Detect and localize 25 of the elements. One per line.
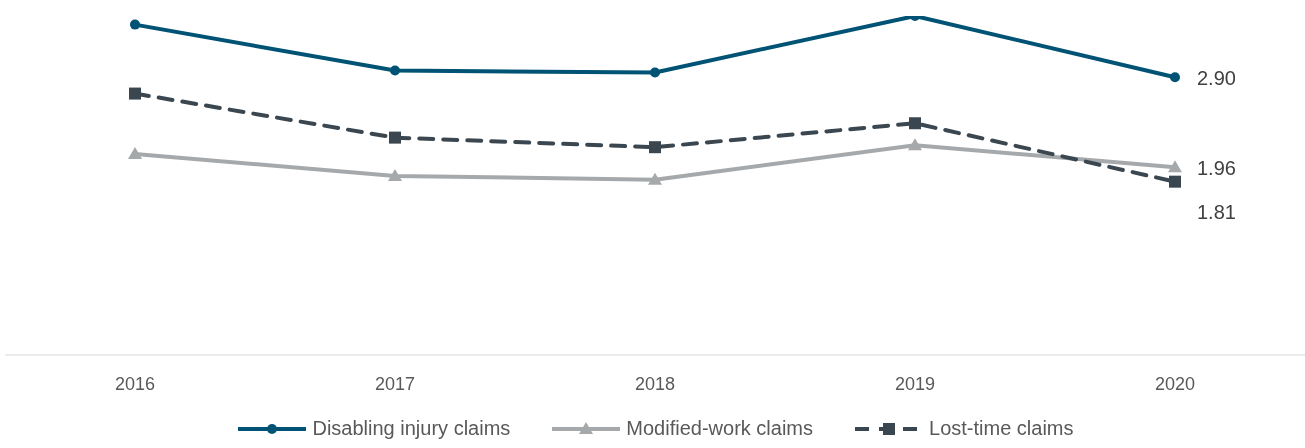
- legend-label: Modified-work claims: [625, 417, 814, 440]
- point: [130, 19, 140, 30]
- point: [650, 67, 660, 78]
- point: [390, 65, 400, 76]
- point: [648, 172, 662, 185]
- point: [908, 138, 922, 151]
- point: [388, 168, 402, 181]
- x-tick-label: 2020: [1154, 373, 1196, 394]
- point: [1169, 175, 1181, 188]
- data-label: 1.96: [1197, 156, 1236, 179]
- x-tick-label: 2018: [634, 373, 676, 394]
- point: [389, 131, 401, 144]
- data-label: 1.81: [1197, 200, 1236, 223]
- legend-label: Disabling injury claims: [311, 417, 511, 440]
- legend-label: Lost-time claims: [928, 417, 1074, 440]
- x-tick-label: 2017: [374, 373, 416, 394]
- point: [649, 141, 661, 154]
- data-label: 2.90: [1197, 66, 1236, 89]
- point: [128, 146, 142, 159]
- x-tick-label: 2019: [894, 373, 936, 394]
- point: [1170, 72, 1180, 83]
- point: [129, 87, 141, 100]
- point: [1168, 160, 1182, 173]
- point: [909, 117, 921, 130]
- x-tick-label: 2016: [114, 373, 156, 394]
